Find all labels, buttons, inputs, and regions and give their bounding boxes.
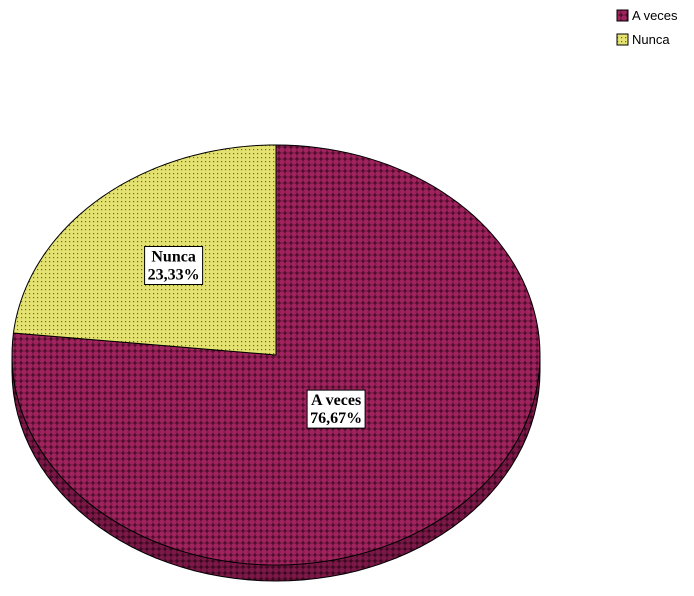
legend-swatch-a-veces xyxy=(616,9,629,22)
data-label-percent: 23,33% xyxy=(148,267,200,284)
legend: A veces Nunca xyxy=(616,8,678,47)
legend-entry-nunca: Nunca xyxy=(616,32,670,47)
legend-label-a-veces: A veces xyxy=(632,8,678,23)
data-label-percent: 76,67% xyxy=(310,410,362,427)
data-label-category: A veces xyxy=(311,392,361,409)
legend-label-nunca: Nunca xyxy=(632,32,670,47)
pie-slices xyxy=(11,144,541,566)
data-label-box xyxy=(144,246,204,285)
data-label-box xyxy=(306,389,366,429)
legend-entry-a-veces: A veces xyxy=(616,8,678,23)
legend-swatch-nunca xyxy=(616,33,629,46)
data-label-category: Nunca xyxy=(151,249,195,266)
